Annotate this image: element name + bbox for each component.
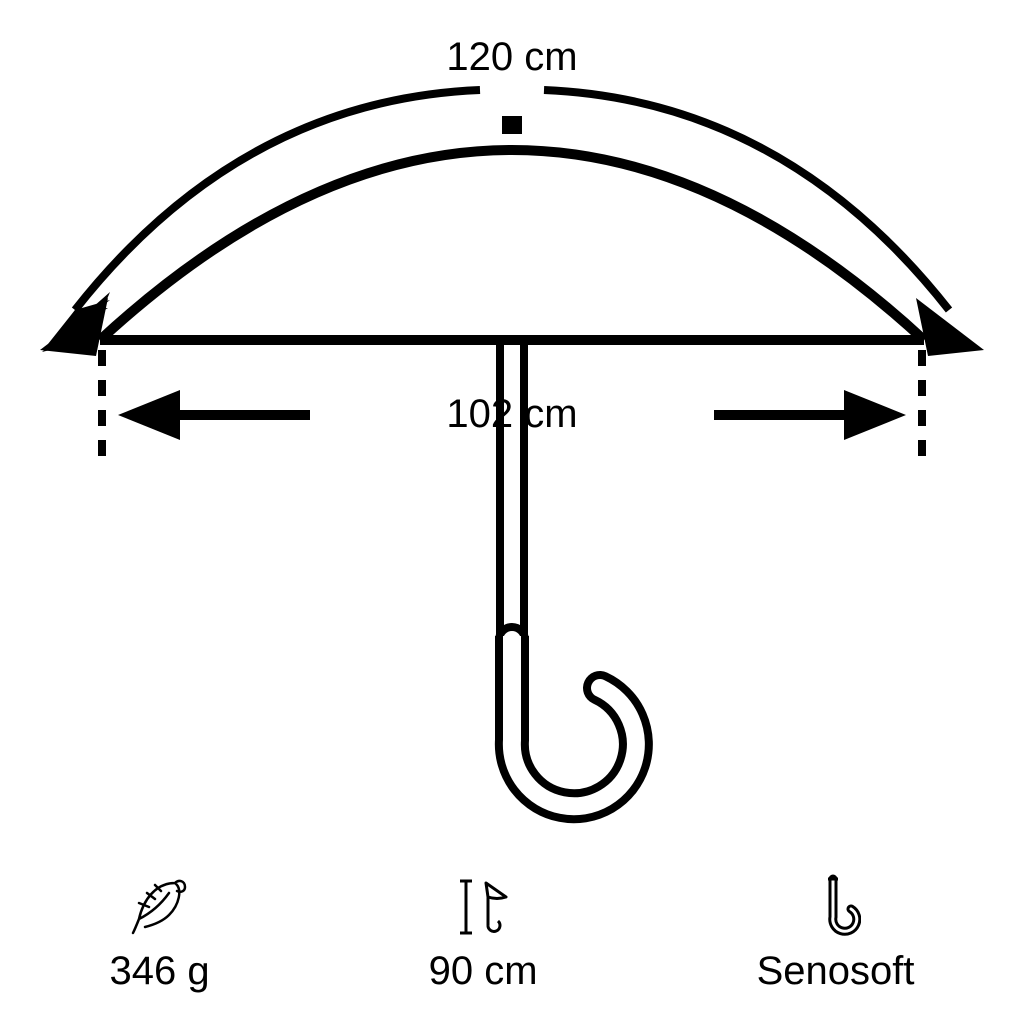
spec-length: 90 cm <box>429 871 538 994</box>
spec-handle: Senosoft <box>757 871 915 994</box>
arc-span-label: 120 cm <box>446 35 577 80</box>
umbrella-canopy-arc <box>100 150 924 340</box>
handle-icon <box>811 871 861 941</box>
diameter-arrowhead-right <box>844 390 906 440</box>
diagram-container: 120 cm 102 cm 346 g 90 cm <box>0 0 1024 1024</box>
spec-weight-label: 346 g <box>110 949 210 994</box>
spec-length-label: 90 cm <box>429 949 538 994</box>
umbrella-length-icon <box>448 871 518 941</box>
umbrella-ferrule <box>502 116 522 134</box>
arc-span-arrow-right <box>544 90 949 310</box>
diameter-arrowhead-left <box>118 390 180 440</box>
spec-weight: 346 g <box>110 871 210 994</box>
feather-icon <box>125 871 195 941</box>
spec-row: 346 g 90 cm Senosoft <box>0 871 1024 994</box>
arc-span-arrow-left <box>75 90 480 310</box>
diameter-label: 102 cm <box>446 392 577 437</box>
spec-handle-label: Senosoft <box>757 949 915 994</box>
